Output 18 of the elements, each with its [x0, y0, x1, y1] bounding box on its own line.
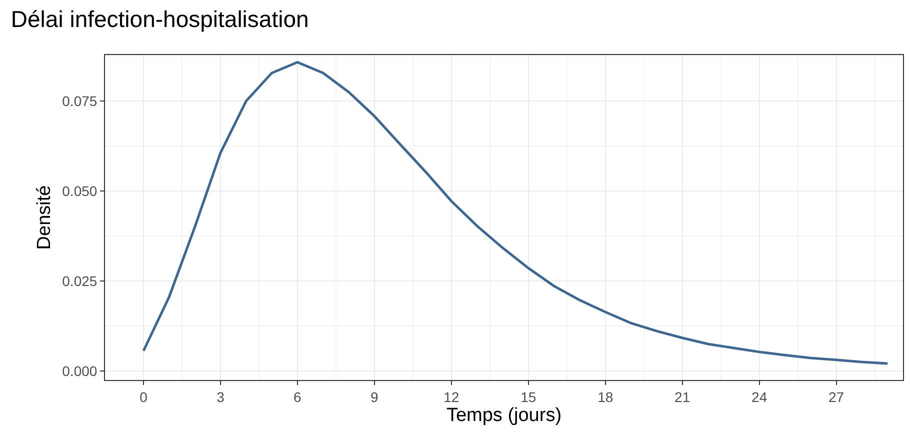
x-tick-label: 15 [520, 388, 536, 405]
y-axis-title: Densité [34, 185, 56, 250]
y-tick-label: 0.050 [62, 182, 98, 199]
y-tick-label: 0.000 [62, 362, 98, 379]
x-tick-label: 24 [752, 388, 768, 405]
x-tick-label: 12 [444, 388, 460, 405]
x-tick-label: 9 [370, 388, 379, 405]
chart-title: Délai infection-hospitalisation [10, 6, 309, 32]
x-tick-label: 3 [216, 388, 225, 405]
x-tick-label: 18 [598, 388, 614, 405]
y-tick-label: 0.025 [62, 272, 98, 289]
x-tick-label: 21 [674, 388, 690, 405]
x-tick-label: 0 [140, 388, 148, 405]
y-tick-label: 0.075 [62, 92, 98, 109]
line-series [142, 60, 889, 365]
x-tick-label: 6 [294, 388, 302, 405]
x-tick-label: 27 [828, 388, 844, 405]
x-axis-title: Temps (jours) [446, 404, 562, 426]
